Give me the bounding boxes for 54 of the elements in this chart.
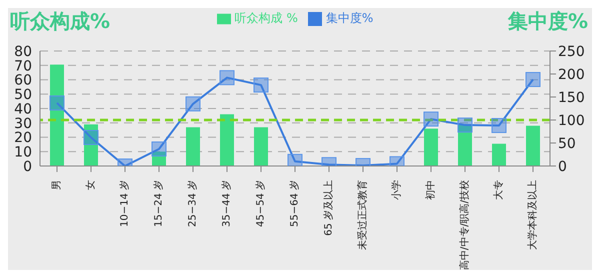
point — [424, 112, 438, 127]
y-tick-label: 50 — [14, 87, 32, 104]
point — [50, 95, 64, 110]
y-tick-label: 40 — [14, 101, 32, 118]
x-tick-label: 未受过正式教育 — [356, 180, 368, 250]
y-tick-label: 60 — [14, 72, 32, 89]
point — [186, 96, 200, 112]
point — [220, 70, 234, 86]
y-tick-label: 20 — [14, 130, 32, 146]
y2-tick-label: 0 — [558, 158, 567, 175]
x-tick-label: 15−24 岁 — [152, 180, 164, 228]
y-tick-label: 10 — [14, 144, 32, 161]
bar — [254, 127, 268, 166]
x-tick-label: 初中 — [424, 180, 436, 200]
legend-label: 听众构成 % — [234, 11, 298, 25]
bar — [50, 64, 64, 166]
y-axis-title: 听众构成% — [10, 8, 110, 35]
y2-tick-label: 200 — [558, 66, 585, 83]
legend-label: 集中度% — [326, 11, 374, 25]
point — [458, 118, 472, 133]
bar — [424, 128, 438, 166]
x-tick-label: 小学 — [390, 180, 402, 200]
y-tick-label: 80 — [14, 44, 32, 60]
x-tick-label: 25−34 岁 — [186, 180, 198, 228]
x-tick-label: 65 岁及以上 — [322, 180, 334, 236]
x-tick-label: 10−14 岁 — [118, 180, 130, 228]
y-tick-label: 70 — [14, 58, 32, 74]
y2-tick-label: 100 — [558, 112, 585, 129]
bar — [220, 114, 234, 166]
y-tick-label: 0 — [23, 158, 32, 175]
x-tick-label: 35−44 岁 — [220, 180, 232, 228]
bar — [492, 144, 506, 166]
x-tick-label: 高中/中专/职高/技校 — [458, 180, 470, 270]
y-tick-label: 30 — [14, 116, 32, 132]
bar — [458, 124, 472, 166]
y2-axis-title: 集中度% — [508, 8, 588, 35]
point — [254, 78, 268, 93]
bar — [186, 127, 200, 166]
bar — [152, 152, 166, 166]
y2-tick-label: 150 — [558, 90, 585, 106]
x-tick-label: 大学本科及以上 — [526, 180, 538, 250]
x-tick-label: 女 — [84, 180, 96, 190]
x-tick-label: 男 — [52, 180, 62, 190]
bar — [84, 124, 98, 166]
y2-tick-label: 250 — [558, 44, 585, 60]
bar — [526, 126, 540, 166]
point — [152, 141, 166, 156]
y2-tick-label: 50 — [558, 136, 576, 152]
x-tick-label: 45−54 岁 — [254, 180, 266, 228]
point — [84, 130, 98, 145]
x-tick-label: 55−64 岁 — [288, 180, 300, 228]
point — [492, 118, 506, 134]
point — [526, 72, 540, 88]
x-tick-label: 大专 — [492, 180, 504, 200]
